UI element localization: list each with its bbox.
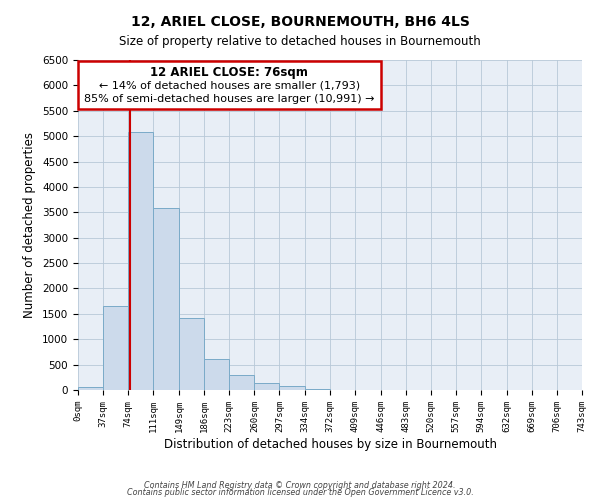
- Bar: [103, 306, 128, 390]
- Bar: [229, 376, 254, 390]
- Bar: [254, 383, 280, 390]
- Bar: [128, 132, 153, 390]
- Bar: [179, 318, 204, 390]
- Text: Contains public sector information licensed under the Open Government Licence v3: Contains public sector information licen…: [127, 488, 473, 497]
- Text: Size of property relative to detached houses in Bournemouth: Size of property relative to detached ho…: [119, 35, 481, 48]
- Bar: [280, 386, 305, 390]
- Text: 85% of semi-detached houses are larger (10,991) →: 85% of semi-detached houses are larger (…: [84, 94, 374, 104]
- Y-axis label: Number of detached properties: Number of detached properties: [23, 132, 37, 318]
- X-axis label: Distribution of detached houses by size in Bournemouth: Distribution of detached houses by size …: [163, 438, 497, 450]
- Bar: [305, 389, 331, 390]
- Text: 12 ARIEL CLOSE: 76sqm: 12 ARIEL CLOSE: 76sqm: [151, 66, 308, 78]
- Bar: [153, 208, 179, 390]
- Bar: [78, 387, 103, 390]
- Text: ← 14% of detached houses are smaller (1,793): ← 14% of detached houses are smaller (1,…: [99, 80, 360, 90]
- Text: Contains HM Land Registry data © Crown copyright and database right 2024.: Contains HM Land Registry data © Crown c…: [144, 480, 456, 490]
- Text: 12, ARIEL CLOSE, BOURNEMOUTH, BH6 4LS: 12, ARIEL CLOSE, BOURNEMOUTH, BH6 4LS: [131, 15, 469, 29]
- Bar: [78, 60, 380, 109]
- Bar: [204, 359, 229, 390]
